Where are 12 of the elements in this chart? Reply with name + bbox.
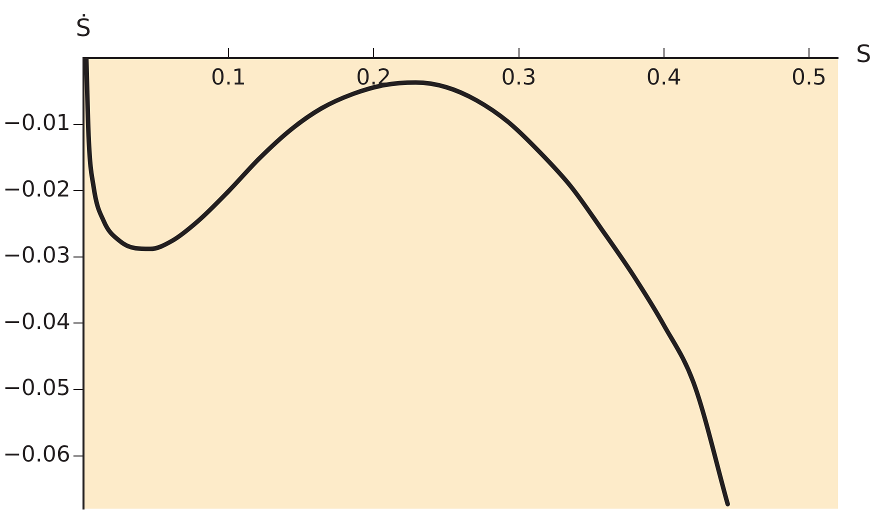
x-tick-label: 0.5 — [791, 66, 826, 91]
y-tick-label: −0.01 — [2, 111, 70, 136]
x-tick-label: 0.3 — [501, 66, 536, 91]
y-axis-title: Ṡ — [76, 14, 92, 42]
y-tick-label: −0.04 — [2, 310, 70, 335]
y-tick-label: −0.06 — [2, 442, 70, 468]
x-axis-title: S — [856, 40, 872, 68]
y-tick-label: −0.03 — [2, 244, 70, 269]
y-tick-label: −0.02 — [2, 177, 70, 202]
y-tick-label: −0.05 — [2, 376, 70, 402]
x-tick-label: 0.4 — [646, 66, 682, 91]
x-tick-label: 0.1 — [211, 66, 246, 91]
